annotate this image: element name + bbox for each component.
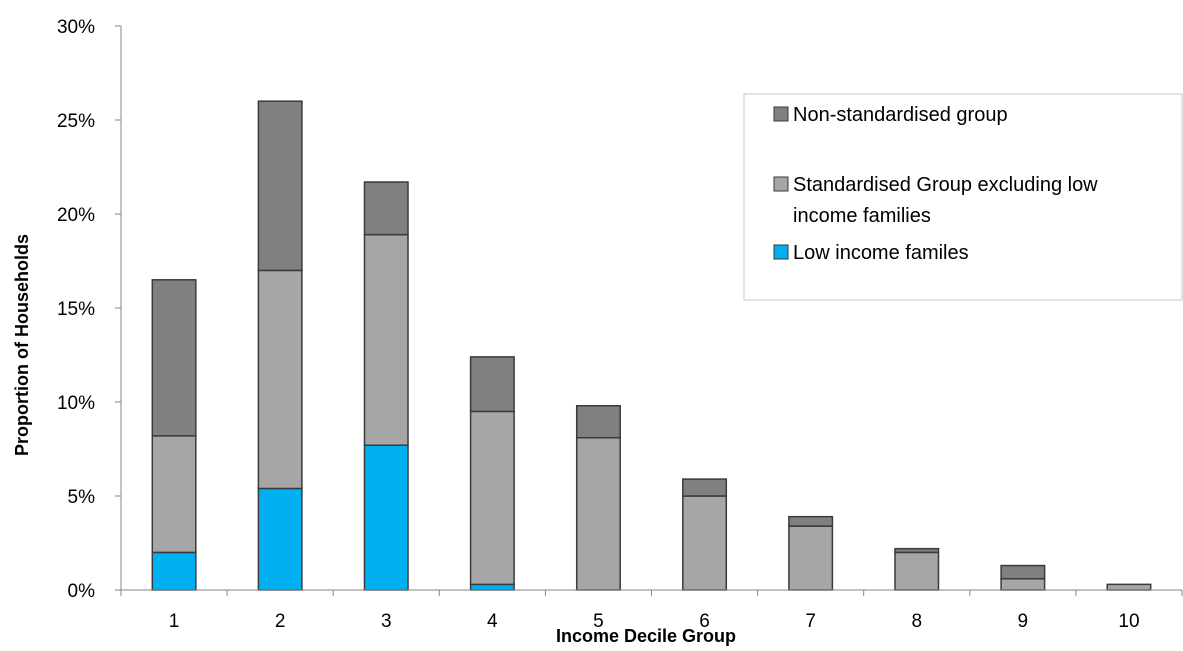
bar-segment — [682, 478, 728, 497]
bar-segment — [363, 444, 409, 591]
legend-swatch — [773, 106, 789, 122]
bar-segment — [1106, 583, 1152, 591]
bar-segment — [257, 100, 303, 272]
bar-segment — [151, 279, 197, 437]
legend: Non-standardised group Standardised Group… — [743, 93, 1183, 301]
legend-swatch — [773, 176, 789, 192]
bar-segment — [1000, 564, 1046, 580]
bars-group — [151, 100, 1152, 591]
y-tick-label: 0% — [68, 581, 96, 602]
legend-label: Low income familes — [793, 242, 969, 264]
y-tick-label: 20% — [57, 205, 95, 226]
bar-segment — [469, 410, 515, 586]
y-tick-label: 30% — [57, 17, 95, 38]
x-axis-title: Income Decile Group — [556, 626, 736, 646]
legend-label: Non-standardised group — [793, 104, 1008, 126]
x-tick-label: 3 — [381, 611, 392, 632]
x-tick-label: 1 — [169, 611, 180, 632]
bar-segment — [363, 181, 409, 236]
axes-group: 0% 5% 10% 15% 20% 25% 30% 1 2 3 4 5 6 7 8 9 10 — [57, 17, 1183, 632]
bar-segment — [469, 583, 515, 591]
y-tick-label: 15% — [57, 299, 95, 320]
legend-label: Standardised Group excluding low — [793, 174, 1098, 196]
bar-segment — [257, 269, 303, 490]
x-tick-label: 2 — [275, 611, 286, 632]
legend-label: income families — [793, 205, 931, 227]
x-tick-label: 8 — [911, 611, 922, 632]
bar-segment — [575, 436, 621, 591]
legend-swatch — [773, 244, 789, 260]
x-tick-label: 4 — [487, 611, 498, 632]
x-tick-label: 6 — [699, 611, 710, 632]
legend-box — [743, 93, 1183, 301]
bar-segment — [894, 551, 940, 591]
bar-segment — [788, 525, 834, 591]
x-tick-label: 5 — [593, 611, 604, 632]
bar-segment — [363, 233, 409, 446]
x-tick-label: 9 — [1018, 611, 1029, 632]
x-tick-label: 7 — [805, 611, 816, 632]
bar-segment — [257, 487, 303, 591]
bar-segment — [151, 551, 197, 591]
bar-segment — [575, 405, 621, 439]
bar-segment — [682, 495, 728, 591]
bar-segment — [894, 547, 940, 554]
bar-segment — [788, 515, 834, 527]
y-tick-label: 25% — [57, 111, 95, 132]
y-axis-title: Proportion of Households — [12, 234, 32, 456]
y-tick-label: 10% — [57, 393, 95, 414]
bar-segment — [151, 435, 197, 554]
x-tick-label: 10 — [1118, 611, 1139, 632]
bar-segment — [469, 356, 515, 413]
y-tick-label: 5% — [68, 487, 96, 508]
bar-segment — [1000, 577, 1046, 591]
